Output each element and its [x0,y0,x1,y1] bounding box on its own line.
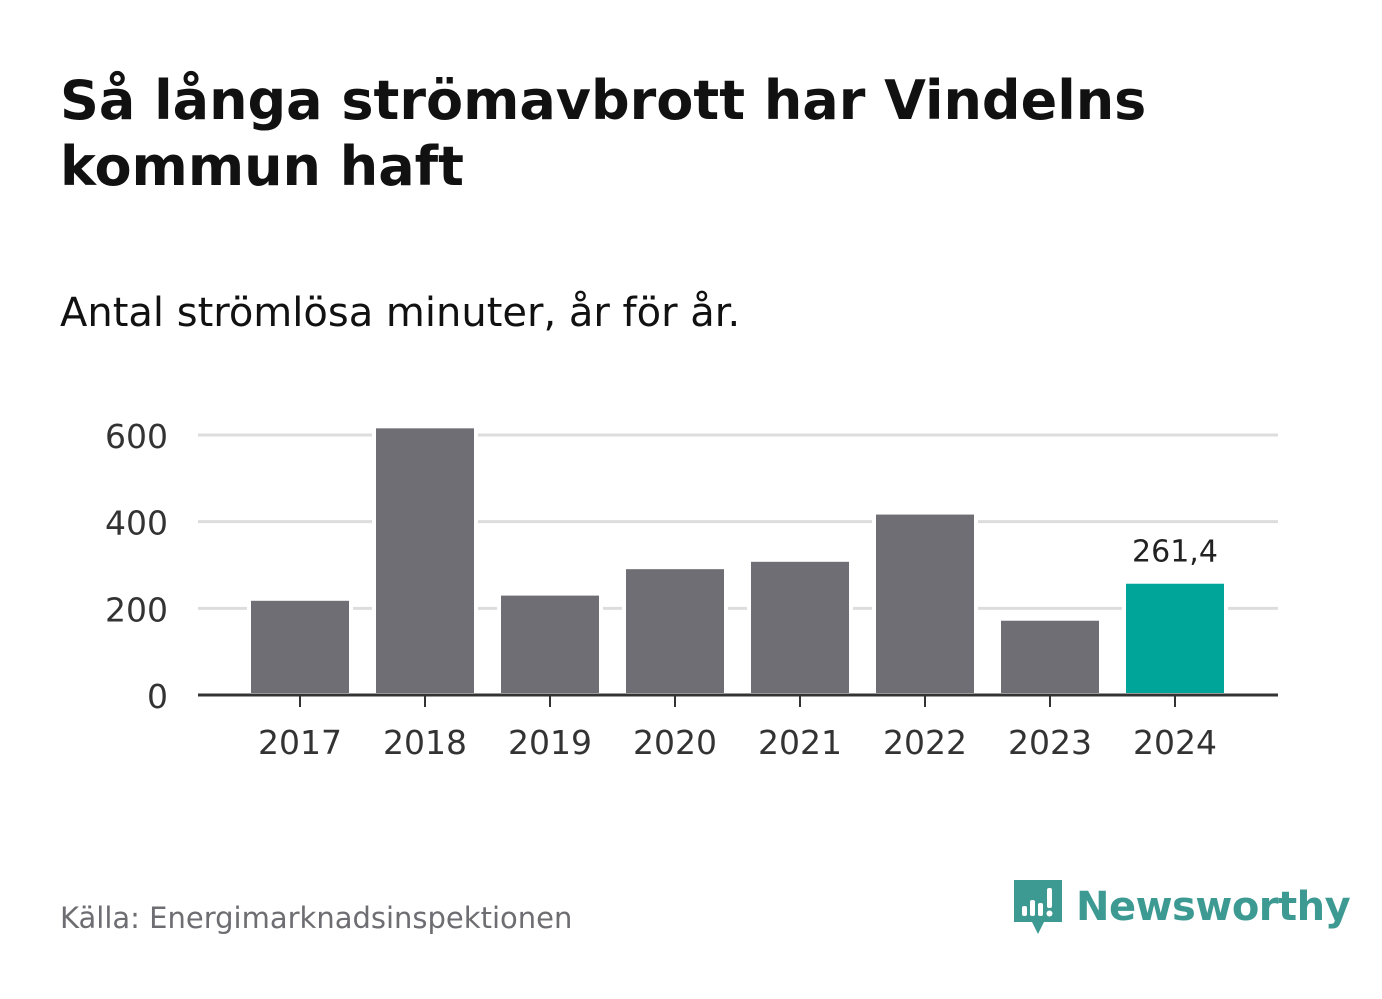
x-tick-label: 2023 [1008,723,1092,762]
y-tick-label: 600 [105,417,168,456]
newsworthy-logo-icon [1014,880,1062,934]
bar-2020 [622,565,728,698]
x-tick-label: 2017 [258,723,342,762]
y-tick-label: 0 [147,677,168,716]
bar-2021 [747,557,853,697]
bar-2019 [497,591,603,697]
source-note: Källa: Energimarknadsinspektionen [60,901,573,935]
chart-title: Så långa strömavbrott har Vindelns kommu… [60,69,1147,198]
chart-subtitle: Antal strömlösa minuter, år för år. [60,290,741,336]
grid-lines [198,433,1278,610]
x-axis-ticks: 2017 2018 2019 2020 2021 2022 2023 2024 [258,723,1217,762]
x-tick-label: 2018 [383,723,467,762]
brand-logo: Newsworthy [1010,876,1351,938]
brand-name: Newsworthy [1076,884,1351,930]
x-tick-label: 2021 [758,723,842,762]
bar-2018 [372,424,478,697]
data-label: 261,4 [1132,535,1218,570]
x-tick-label: 2024 [1133,723,1217,762]
data-labels: 261,4 [1132,535,1218,570]
bar-2023 [997,616,1103,698]
x-axis [198,693,1278,707]
y-axis-ticks: 0 200 400 600 [105,417,168,716]
x-tick-label: 2019 [508,723,592,762]
x-tick-label: 2022 [883,723,967,762]
y-tick-label: 200 [105,590,168,629]
x-tick-label: 2020 [633,723,717,762]
bar-2017 [247,596,353,697]
bars [247,424,1228,698]
bar-2024 [1122,579,1228,698]
y-tick-label: 400 [105,504,168,543]
bar-2022 [872,510,978,697]
